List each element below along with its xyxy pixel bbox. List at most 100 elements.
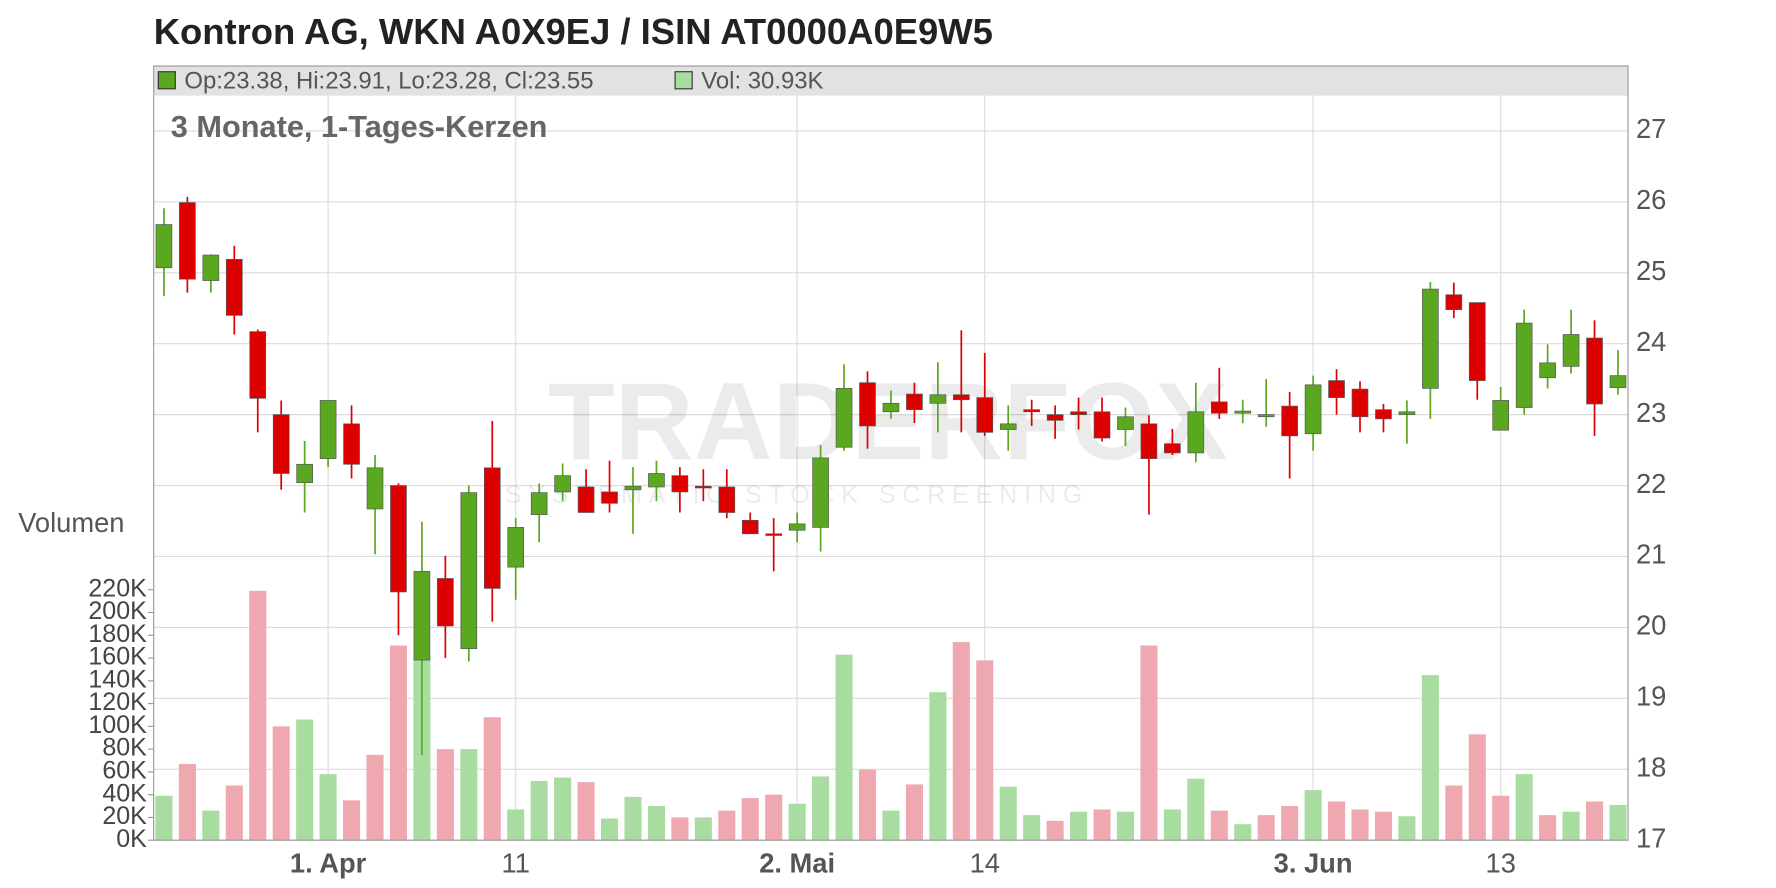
candle-body bbox=[1187, 411, 1205, 454]
watermark-sub: SYSTEMATIC STOCK SCREENING bbox=[505, 481, 1089, 509]
y-tick-label: 25 bbox=[1636, 255, 1666, 286]
ohlc-info: Op:23.38, Hi:23.91, Lo:23.28, Cl:23.55 bbox=[184, 67, 593, 94]
y2-tick-label: 100K bbox=[88, 711, 147, 739]
candle-body bbox=[741, 519, 759, 535]
y2-tick-label: 40K bbox=[102, 779, 147, 807]
y-tick-label: 18 bbox=[1636, 751, 1666, 782]
watermark: TRADERFOX bbox=[548, 361, 1228, 483]
candle-body bbox=[1234, 410, 1252, 414]
volume-bar bbox=[905, 784, 923, 841]
ohlc-swatch bbox=[157, 71, 176, 90]
volume-bar bbox=[976, 660, 994, 841]
volume-bar bbox=[1492, 795, 1510, 841]
chart-title: Kontron AG, WKN A0X9EJ / ISIN AT0000A0E9… bbox=[154, 11, 993, 52]
candle-body bbox=[413, 571, 431, 661]
candle-body bbox=[1515, 322, 1533, 408]
chart-subtitle: 3 Monate, 1-Tages-Kerzen bbox=[171, 109, 548, 144]
plot-border bbox=[153, 65, 1629, 841]
y-tick-label: 24 bbox=[1636, 326, 1666, 357]
volume-bar bbox=[436, 749, 454, 841]
volume-bar bbox=[1585, 801, 1604, 841]
candle-body bbox=[835, 388, 853, 448]
candle-body bbox=[296, 463, 313, 484]
x-tick-label: 1. Apr bbox=[290, 847, 367, 878]
volume-bar bbox=[272, 726, 290, 841]
volume-bar bbox=[1351, 809, 1369, 841]
candle-body bbox=[624, 485, 642, 491]
candle-body bbox=[648, 473, 665, 488]
y2-tick-label: 140K bbox=[88, 665, 147, 693]
volume-bar bbox=[1304, 790, 1322, 841]
candle-body bbox=[1210, 401, 1228, 414]
y-tick-label: 21 bbox=[1636, 539, 1666, 570]
x-tick-label: 2. Mai bbox=[759, 847, 835, 878]
candle-body bbox=[1539, 362, 1556, 379]
y-tick-label: 17 bbox=[1636, 822, 1666, 853]
y2-tick-label: 160K bbox=[88, 643, 147, 671]
y2-tick-label: 180K bbox=[88, 620, 147, 648]
y-tick-label: 19 bbox=[1636, 681, 1666, 712]
volume-bar bbox=[624, 796, 642, 841]
candle-body bbox=[390, 485, 407, 593]
candle-body bbox=[272, 414, 290, 474]
volume-bar bbox=[1328, 801, 1346, 841]
candle-body bbox=[1281, 405, 1298, 437]
volume-bar bbox=[577, 782, 595, 841]
candle-body bbox=[225, 258, 243, 316]
volume-bar bbox=[1609, 804, 1627, 841]
volume-bar bbox=[1070, 811, 1088, 841]
volume-bar bbox=[788, 803, 806, 841]
volume-bar bbox=[812, 776, 830, 841]
volume-bar bbox=[225, 785, 243, 841]
volume-bar bbox=[1163, 809, 1181, 841]
x-tick-label: 13 bbox=[1486, 847, 1516, 878]
candle-body bbox=[1140, 423, 1158, 459]
candle-body bbox=[343, 423, 360, 465]
y-tick-label: 23 bbox=[1636, 397, 1666, 428]
candle-body bbox=[1445, 294, 1463, 310]
candle-body bbox=[1164, 443, 1181, 454]
volume-swatch bbox=[674, 71, 693, 90]
volume-bar bbox=[1398, 816, 1416, 841]
y2-tick-label: 120K bbox=[88, 688, 147, 716]
volume-bar bbox=[1046, 820, 1064, 841]
candle-body bbox=[1562, 334, 1580, 367]
candle-body bbox=[319, 400, 337, 459]
candle-body bbox=[929, 394, 947, 404]
volume-bar bbox=[1140, 645, 1158, 841]
candle-body bbox=[1257, 414, 1275, 418]
volume-bar bbox=[530, 780, 548, 841]
x-tick-label: 3. Jun bbox=[1274, 847, 1353, 878]
y2-tick-label: 0K bbox=[116, 825, 147, 853]
candle-body bbox=[882, 402, 900, 413]
candle-body bbox=[1093, 411, 1111, 439]
volume-bar bbox=[389, 645, 407, 841]
volume-bar bbox=[1281, 806, 1299, 841]
candle-body bbox=[483, 467, 501, 589]
candle-body bbox=[437, 578, 454, 627]
volume-bar bbox=[554, 777, 572, 841]
volume-bar bbox=[1023, 815, 1041, 841]
volume-bar bbox=[1562, 811, 1580, 841]
candle-body bbox=[601, 491, 618, 504]
volume-bar bbox=[882, 810, 900, 841]
candle-body bbox=[953, 394, 970, 401]
candle-body bbox=[202, 254, 220, 281]
volume-bar bbox=[343, 800, 361, 841]
candle-body bbox=[906, 393, 923, 411]
candle-body bbox=[530, 492, 548, 515]
x-tick-label: 14 bbox=[970, 847, 1000, 878]
volume-bar bbox=[694, 817, 712, 841]
candle-body bbox=[155, 224, 173, 269]
candle-body bbox=[812, 457, 829, 528]
candle-body bbox=[1328, 380, 1345, 398]
y2-tick-label: 220K bbox=[88, 574, 147, 602]
volume-bar bbox=[999, 786, 1017, 841]
candle-body bbox=[718, 486, 736, 513]
candle-body bbox=[1117, 416, 1134, 430]
candle-body bbox=[249, 331, 267, 399]
candle-body bbox=[1398, 411, 1416, 415]
candle-body bbox=[1375, 409, 1392, 420]
